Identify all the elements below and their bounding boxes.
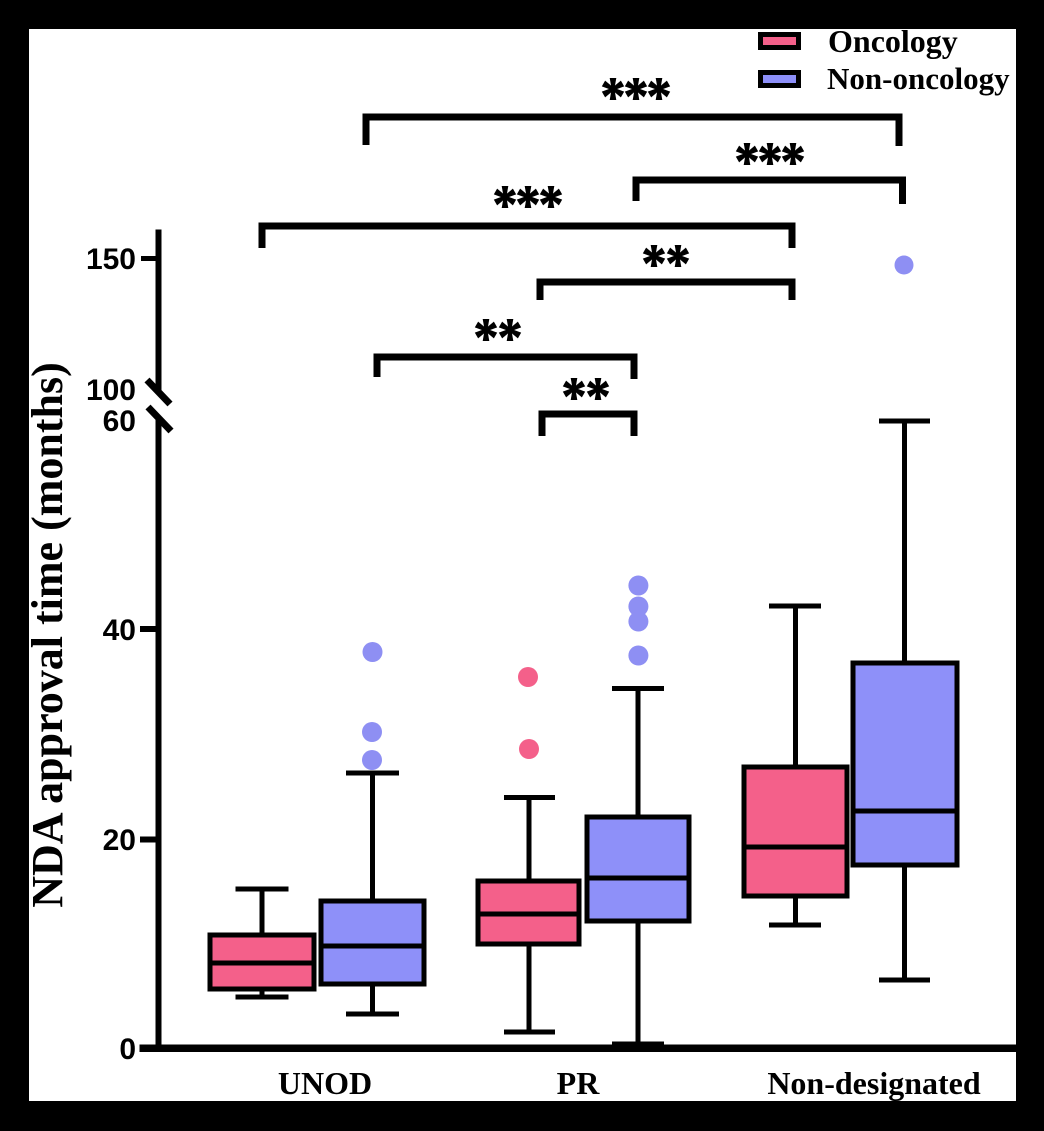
svg-text:NDA approval time (months): NDA approval time (months) [23, 362, 72, 908]
svg-text:0: 0 [119, 1033, 136, 1066]
svg-text:60: 60 [103, 405, 136, 438]
svg-text:Non-oncology: Non-oncology [827, 61, 1010, 96]
svg-text:Non-designated: Non-designated [767, 1065, 981, 1101]
svg-text:40: 40 [103, 614, 136, 647]
svg-text:UNOD: UNOD [278, 1065, 372, 1101]
svg-text:150: 150 [86, 243, 136, 276]
svg-text:100: 100 [86, 374, 136, 407]
svg-text:PR: PR [557, 1065, 601, 1101]
svg-text:Oncology: Oncology [828, 23, 958, 59]
svg-text:20: 20 [103, 824, 136, 857]
